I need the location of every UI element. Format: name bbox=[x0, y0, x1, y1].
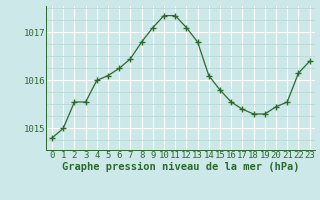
X-axis label: Graphe pression niveau de la mer (hPa): Graphe pression niveau de la mer (hPa) bbox=[62, 162, 300, 172]
